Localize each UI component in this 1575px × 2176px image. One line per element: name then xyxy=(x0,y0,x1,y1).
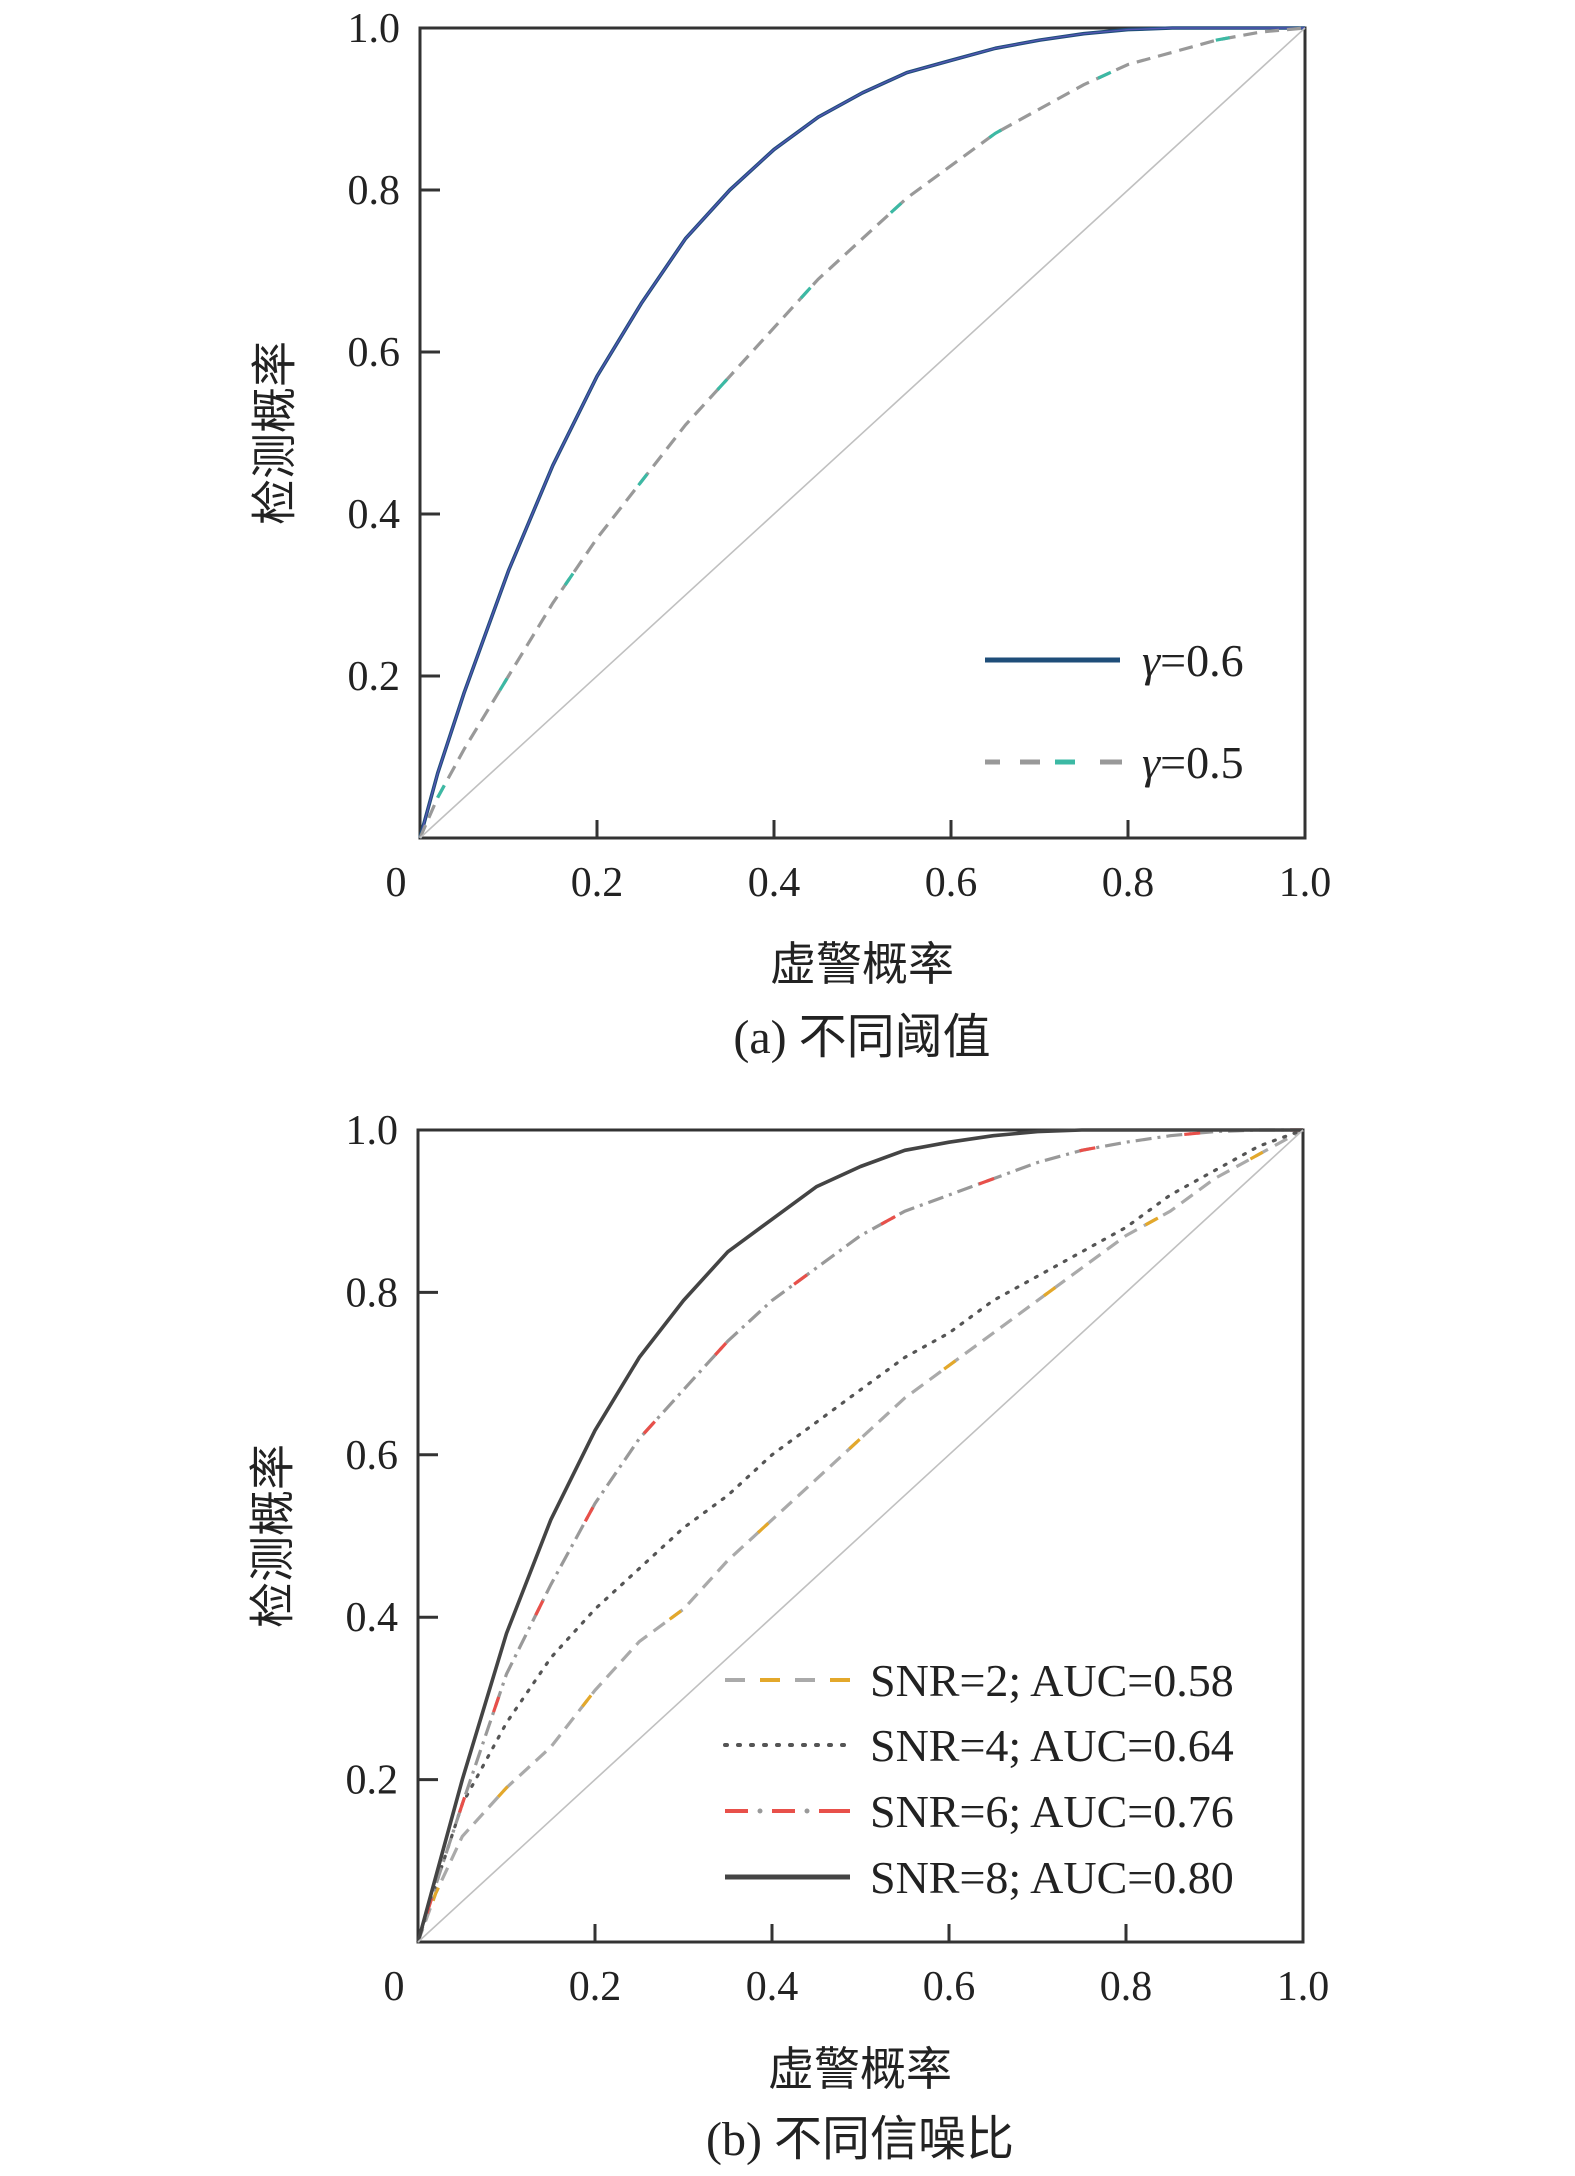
x-tick-label: 0.2 xyxy=(571,860,624,906)
y-tick-label: 0.8 xyxy=(346,1270,399,1316)
legend-gamma-symbol-2: γ xyxy=(1142,737,1162,788)
legend-a: γ=0.6 γ=0.5 xyxy=(985,635,1244,788)
x-tick-label: 0 xyxy=(386,860,407,906)
series-line-snr-4-auc-0.64 xyxy=(416,1128,1305,1944)
x-tick-label: 0.6 xyxy=(923,1964,976,2010)
legend-gamma-value-1: =0.6 xyxy=(1160,635,1243,686)
series-line-snr-6-auc-0.76 xyxy=(416,1128,1303,1943)
panel-b: 0 0.2 0.4 0.6 0.8 1.0 0.2 0.4 0.6 0.8 1.0 检测概率 虚警… xyxy=(248,1108,1330,2166)
x-tick-label: 0 xyxy=(384,1964,405,2010)
x-tick-label: 0.2 xyxy=(569,1964,622,2010)
legend-b: SNR=2; AUC=0.58 SNR=4; AUC=0.64 SNR=6; A… xyxy=(723,1655,1234,1903)
legend-label-snr-6: SNR=6; AUC=0.76 xyxy=(870,1786,1234,1837)
y-axis-b: 0.2 0.4 0.6 0.8 1.0 xyxy=(346,1108,438,1804)
reference-diagonal-line xyxy=(419,27,1306,839)
x-axis-b: 0 0.2 0.4 0.6 0.8 1.0 xyxy=(384,1924,1330,2010)
y-axis-label-b: 检测概率 xyxy=(248,1444,299,1628)
x-tick-label: 0.4 xyxy=(746,1964,799,2010)
legend-gamma-value-2: =0.5 xyxy=(1160,737,1243,788)
legend-gamma-symbol-1: γ xyxy=(1142,635,1162,686)
y-tick-label: 0.6 xyxy=(348,330,401,376)
y-tick-label: 0.6 xyxy=(346,1433,399,1479)
y-tick-label: 1.0 xyxy=(348,6,401,52)
x-tick-label: 0.8 xyxy=(1100,1964,1153,2010)
y-tick-label: 1.0 xyxy=(346,1108,399,1154)
x-axis-label-a: 虚警概率 xyxy=(770,939,954,990)
caption-b: (b) 不同信噪比 xyxy=(706,2113,1014,2166)
x-axis-label-b: 虚警概率 xyxy=(768,2044,952,2095)
curves-b xyxy=(416,1128,1305,1944)
reference-diagonal-line xyxy=(417,1129,1304,1943)
y-axis-label-a: 检测概率 xyxy=(250,341,301,525)
x-tick-label: 0.4 xyxy=(748,860,801,906)
x-tick-label: 1.0 xyxy=(1277,1964,1330,2010)
legend-label-snr-8: SNR=8; AUC=0.80 xyxy=(870,1852,1234,1903)
curves-a xyxy=(418,26,1306,839)
legend-swatch-snr-6 xyxy=(725,1808,850,1814)
legend-label-gamma-0.6: γ=0.6 xyxy=(1142,635,1244,686)
y-tick-label: 0.2 xyxy=(346,1758,399,1804)
x-tick-label: 1.0 xyxy=(1279,860,1332,906)
y-tick-label: 0.2 xyxy=(348,654,401,700)
x-axis-a: 0 0.2 0.4 0.6 0.8 1.0 xyxy=(386,820,1332,906)
x-tick-label: 0.6 xyxy=(925,860,978,906)
series-line-0.5 xyxy=(418,26,1306,839)
caption-a: (a) 不同阈值 xyxy=(733,1011,990,1064)
series-line-0.6 xyxy=(418,26,1305,839)
x-tick-label: 0.8 xyxy=(1102,860,1155,906)
panel-a: 0 0.2 0.4 0.6 0.8 1.0 0.2 0.4 0.6 0.8 1.0 检测概率 虚警… xyxy=(250,6,1332,1064)
series-line-snr-2-auc-0.58 xyxy=(416,1128,1304,1943)
y-tick-label: 0.4 xyxy=(348,492,401,538)
legend-label-snr-2: SNR=2; AUC=0.58 xyxy=(870,1655,1234,1706)
y-tick-label: 0.8 xyxy=(348,168,401,214)
series-line-snr-8-auc-0.80 xyxy=(416,1128,1303,1943)
legend-label-snr-4: SNR=4; AUC=0.64 xyxy=(870,1720,1234,1771)
y-axis-a: 0.2 0.4 0.6 0.8 1.0 xyxy=(348,6,440,700)
legend-label-gamma-0.5: γ=0.5 xyxy=(1142,737,1244,788)
y-tick-label: 0.4 xyxy=(346,1595,399,1641)
